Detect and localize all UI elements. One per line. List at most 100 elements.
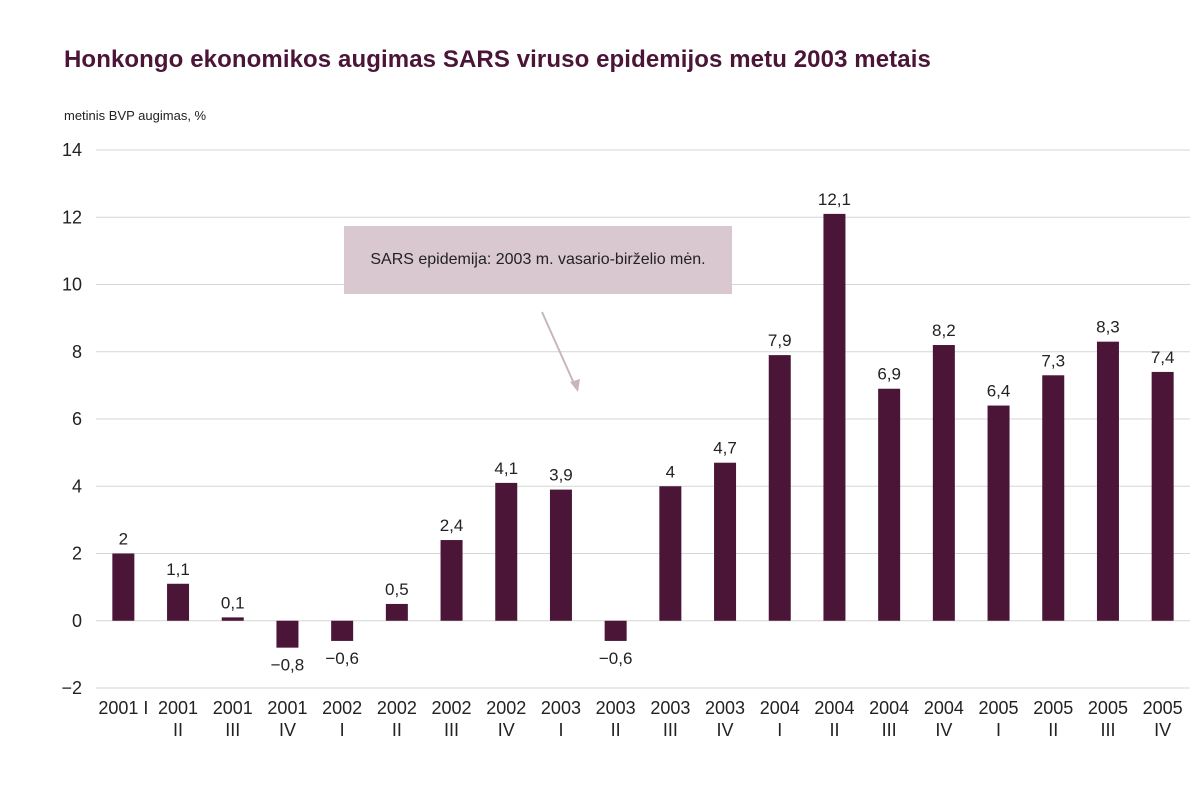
bar (659, 486, 682, 621)
annotation-arrow-line (541, 311, 577, 389)
y-tick-label: 12 (62, 207, 82, 227)
x-tick-label: 2005 (1033, 698, 1073, 718)
annotation-box (344, 226, 732, 294)
data-label: 4,1 (494, 459, 518, 478)
data-label: 0,1 (221, 593, 245, 612)
x-tick-sublabel: I (777, 720, 782, 740)
x-tick-label: 2002 (486, 698, 526, 718)
annotation-text: SARS epidemija: 2003 m. vasario-birželio… (370, 251, 705, 268)
data-label: 7,4 (1151, 348, 1175, 367)
y-tick-label: 10 (62, 275, 82, 295)
x-tick-label: 2005 (1088, 698, 1128, 718)
bar (549, 489, 572, 621)
data-label: 8,2 (932, 321, 956, 340)
bar (1096, 341, 1119, 621)
x-tick-sublabel: I (558, 720, 563, 740)
y-tick-label: 8 (72, 342, 82, 362)
x-tick-label: 2002 (377, 698, 417, 718)
data-label: 4,7 (713, 439, 737, 458)
x-tick-label: 2004 (814, 698, 854, 718)
y-tick-label: 4 (72, 476, 82, 496)
y-tick-label: −2 (61, 678, 82, 698)
bar (878, 388, 901, 621)
x-tick-label: 2004 (869, 698, 909, 718)
data-label: 2,4 (440, 516, 464, 535)
data-label: 0,5 (385, 580, 409, 599)
bar (932, 345, 955, 621)
x-tick-label: 2002 (322, 698, 362, 718)
data-label: −0,6 (599, 649, 633, 668)
bars (112, 213, 1174, 648)
x-tick-sublabel: III (444, 720, 459, 740)
annotation-arrow-head (570, 379, 580, 392)
x-tick-label: 2003 (541, 698, 581, 718)
data-label: 8,3 (1096, 318, 1120, 337)
x-tick-sublabel: I (340, 720, 345, 740)
data-label: 2 (119, 530, 128, 549)
data-label: 3,9 (549, 466, 573, 485)
x-tick-label: 2005 (979, 698, 1019, 718)
bar (604, 620, 627, 641)
bar (987, 405, 1010, 621)
y-tick-label: 0 (72, 611, 82, 631)
x-tick-sublabel: II (392, 720, 402, 740)
bar (221, 617, 244, 621)
x-tick-label: 2003 (650, 698, 690, 718)
x-tick-sublabel: IV (279, 720, 296, 740)
x-tick-sublabel: IV (1154, 720, 1171, 740)
x-tick-sublabel: II (1048, 720, 1058, 740)
x-tick-sublabel: III (882, 720, 897, 740)
bar (385, 603, 408, 621)
x-tick-sublabel: III (1100, 720, 1115, 740)
x-tick-sublabel: I (996, 720, 1001, 740)
bar (1151, 371, 1174, 621)
data-label: 7,3 (1041, 351, 1065, 370)
x-tick-sublabel: III (225, 720, 240, 740)
bar (823, 213, 846, 621)
y-tick-label: 2 (72, 544, 82, 564)
data-label: 6,9 (877, 365, 901, 384)
chart-title: Honkongo ekonomikos augimas SARS viruso … (64, 46, 931, 73)
bar (440, 540, 463, 621)
x-tick-label: 2001 (158, 698, 198, 718)
x-tick-label: 2004 (760, 698, 800, 718)
data-label: 4 (666, 462, 675, 481)
x-tick-label: 2003 (705, 698, 745, 718)
bar (1042, 375, 1065, 621)
x-tick-sublabel: II (611, 720, 621, 740)
data-label: 6,4 (987, 382, 1011, 401)
y-axis-ticks: 14 12 10 8 6 4 2 0 −2 (61, 140, 82, 698)
annotation: SARS epidemija: 2003 m. vasario-birželio… (344, 226, 732, 392)
data-labels: 2 1,1 0,1 −0,8 −0,6 0,5 2,4 4,1 3,9 −0,6 4 4,7 7,9 12… (119, 190, 1175, 675)
data-label: 7,9 (768, 331, 792, 350)
y-axis-label: metinis BVP augimas, % (64, 108, 207, 123)
bar (768, 355, 791, 621)
x-tick-label: 2003 (596, 698, 636, 718)
x-tick-sublabel: IV (498, 720, 515, 740)
x-tick-sublabel: II (173, 720, 183, 740)
y-tick-label: 14 (62, 140, 82, 160)
bar (112, 553, 135, 621)
y-tick-label: 6 (72, 409, 82, 429)
x-tick-label: 2004 (924, 698, 964, 718)
data-label: −0,8 (271, 656, 305, 675)
data-label: 12,1 (818, 190, 851, 209)
x-tick-label: 2001 (213, 698, 253, 718)
x-tick-sublabel: IV (935, 720, 952, 740)
x-tick-label: 2001 I (98, 698, 148, 718)
x-tick-label: 2005 (1143, 698, 1183, 718)
data-label: 1,1 (166, 560, 190, 579)
x-tick-sublabel: II (829, 720, 839, 740)
bar (167, 583, 190, 621)
x-axis-categories: 2001 I 2001II2001III2001IV2002I2002II2002… (98, 698, 1182, 740)
x-tick-sublabel: IV (717, 720, 734, 740)
data-label: −0,6 (325, 649, 359, 668)
x-tick-label: 2002 (432, 698, 472, 718)
x-tick-label: 2001 (267, 698, 307, 718)
x-tick-sublabel: III (663, 720, 678, 740)
bar (276, 620, 299, 648)
bar (331, 620, 354, 641)
bar (714, 462, 737, 621)
bar (495, 482, 518, 621)
